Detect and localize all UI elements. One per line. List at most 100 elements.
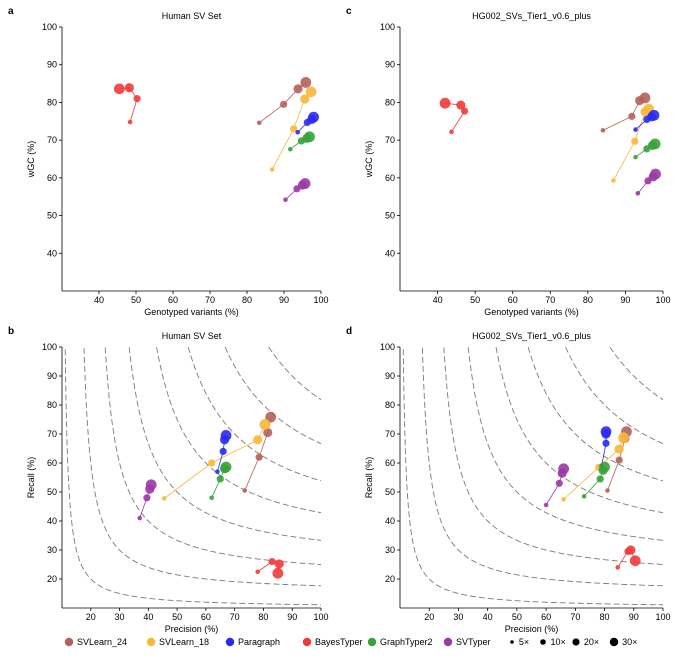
series-bayestyper xyxy=(439,97,469,135)
data-point xyxy=(299,178,311,189)
data-point xyxy=(631,137,639,145)
x-tick-label: 50 xyxy=(470,295,480,305)
legend-size-marker xyxy=(572,638,580,646)
legend-marker xyxy=(146,637,156,647)
x-tick-label: 30 xyxy=(115,612,125,622)
x-tick-label: 90 xyxy=(620,295,630,305)
x-tick-label: 100 xyxy=(313,295,328,305)
data-point xyxy=(633,154,638,160)
data-point xyxy=(555,479,563,487)
series-svlearn-18 xyxy=(161,419,271,501)
data-point xyxy=(305,86,317,98)
x-tick-label: 50 xyxy=(512,612,522,622)
f1-curve xyxy=(187,347,321,482)
data-point xyxy=(220,461,232,473)
x-axis-label: Genotyped variants (%) xyxy=(484,307,579,317)
series-graphtyper2 xyxy=(287,131,315,152)
series-svlearn-18 xyxy=(611,103,655,183)
y-tick-label: 70 xyxy=(47,135,57,145)
data-point xyxy=(558,463,570,475)
y-tick-label: 90 xyxy=(385,60,395,70)
data-point xyxy=(124,83,134,93)
y-axis-label: wGC (%) xyxy=(364,141,374,179)
data-point xyxy=(633,127,638,132)
data-point xyxy=(269,167,275,172)
series-paragraph xyxy=(633,109,660,132)
x-tick-label: 70 xyxy=(205,295,215,305)
legend-size-label: 10× xyxy=(550,637,565,647)
data-point xyxy=(215,469,220,475)
data-point xyxy=(304,131,315,143)
x-axis-label: Precision (%) xyxy=(165,624,219,634)
x-tick-label: 100 xyxy=(313,612,328,622)
data-point xyxy=(449,129,454,135)
data-point xyxy=(461,107,469,115)
legend-marker xyxy=(367,637,377,647)
data-point xyxy=(629,555,641,567)
data-point xyxy=(137,515,142,521)
series-paragraph xyxy=(295,111,319,135)
data-point xyxy=(626,545,636,555)
panel-title: HG002_SVs_Tier1_v0.6_plus xyxy=(472,11,591,21)
data-point xyxy=(650,168,661,180)
x-tick-label: 100 xyxy=(655,295,670,305)
f1-curve xyxy=(268,347,321,401)
x-tick-label: 80 xyxy=(583,295,593,305)
data-point xyxy=(280,100,288,108)
data-point xyxy=(308,111,319,123)
data-point xyxy=(605,488,610,493)
y-tick-label: 40 xyxy=(47,248,57,258)
data-point xyxy=(209,495,214,501)
panel-letter: b xyxy=(8,326,14,337)
data-point xyxy=(255,569,260,575)
y-tick-label: 60 xyxy=(385,173,395,183)
legend-size-marker xyxy=(510,640,514,644)
panel-title: Human SV Set xyxy=(162,331,222,341)
y-axis-label: Recall (%) xyxy=(26,457,36,499)
series-svlearn-18 xyxy=(561,432,629,502)
data-point xyxy=(596,475,604,483)
series-line xyxy=(563,437,624,500)
data-point xyxy=(649,138,661,150)
data-point xyxy=(456,100,466,110)
x-tick-label: 60 xyxy=(168,295,178,305)
data-point xyxy=(143,494,151,502)
y-tick-label: 50 xyxy=(47,211,57,221)
x-tick-label: 60 xyxy=(508,295,518,305)
chart-panel-b: b Human SV Set 20 30 40 50 60 70 80 90 100 20 30 40 50… xyxy=(8,326,329,634)
series-svlearn-24 xyxy=(600,92,651,133)
data-point xyxy=(635,191,641,196)
legend-size-marker xyxy=(609,637,619,647)
data-point xyxy=(300,77,312,88)
data-point xyxy=(628,112,636,120)
data-point xyxy=(615,456,623,464)
y-tick-label: 90 xyxy=(47,60,57,70)
data-point xyxy=(600,426,612,438)
x-axis-label: Genotyped variants (%) xyxy=(144,307,239,317)
y-tick-label: 100 xyxy=(42,342,57,352)
data-point xyxy=(543,502,549,508)
data-point xyxy=(648,109,660,121)
f1-curves xyxy=(64,347,321,606)
f1-curve xyxy=(609,347,663,401)
y-tick-label: 90 xyxy=(47,371,57,381)
x-axis-label: Precision (%) xyxy=(505,624,559,634)
legend-label: GraphTyper2 xyxy=(380,637,433,647)
data-point xyxy=(439,97,451,109)
data-point xyxy=(287,146,293,152)
data-point xyxy=(581,494,587,499)
y-tick-label: 30 xyxy=(47,545,57,555)
y-tick-label: 60 xyxy=(385,458,395,468)
legend: SVLearn_24 SVLearn_18 Paragraph BayesTyper G… xyxy=(64,637,637,647)
x-tick-label: 70 xyxy=(230,612,240,622)
legend-size-label: 5× xyxy=(519,637,529,647)
y-tick-label: 70 xyxy=(385,429,395,439)
chart-panel-d: d HG002_SVs_Tier1_v0.6_plus 20 30 40 50 60 70 80… xyxy=(346,326,671,634)
legend-marker xyxy=(443,637,453,647)
y-tick-label: 40 xyxy=(385,248,395,258)
y-tick-label: 50 xyxy=(385,487,395,497)
series-paragraph xyxy=(215,430,232,475)
series-paragraph xyxy=(599,426,612,469)
x-tick-label: 40 xyxy=(433,295,443,305)
